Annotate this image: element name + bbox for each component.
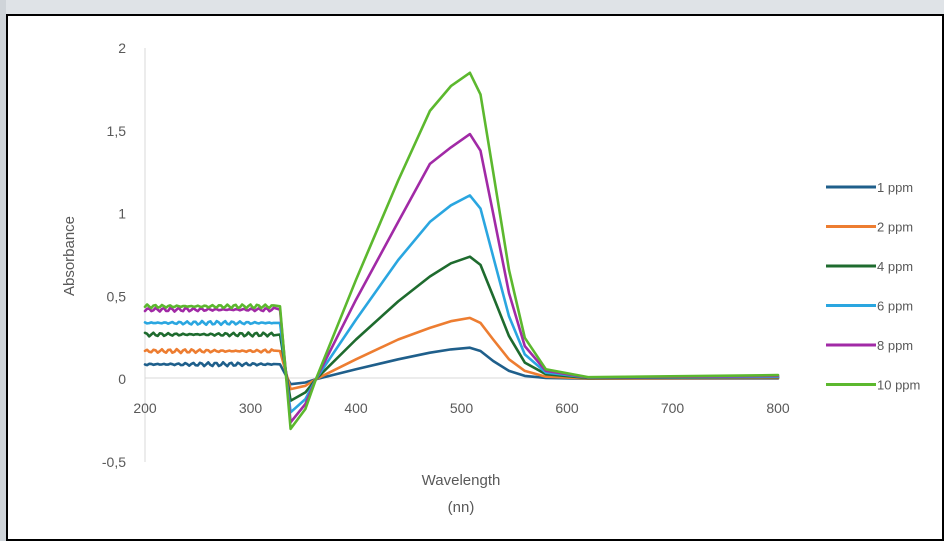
series-line-2-ppm — [143, 316, 780, 391]
y-tick-label: 2 — [118, 40, 126, 56]
y-tick-label: 0,5 — [107, 288, 127, 304]
legend-label: 1 ppm — [877, 180, 913, 195]
y-axis-title: Absorbance — [61, 216, 78, 296]
y-tick-label: 1,5 — [107, 123, 127, 139]
y-tick-label: -0,5 — [102, 454, 126, 470]
x-axis-title: Wavelength — [422, 472, 501, 489]
x-tick-label: 300 — [239, 400, 263, 416]
series-line-8-ppm — [143, 132, 780, 424]
legend-label: 8 ppm — [877, 338, 913, 353]
y-tick-label: 1 — [118, 206, 126, 222]
x-axis-unit: (nn) — [448, 499, 475, 516]
y-tick-label: 0 — [118, 371, 126, 387]
legend-label: 10 ppm — [877, 378, 920, 393]
series-line-6-ppm — [143, 194, 780, 414]
legend: 1 ppm 2 ppm 4 ppm 6 ppm 8 ppm 10 ppm — [826, 180, 920, 393]
y-tick-labels: 2 1,5 1 0,5 0 -0,5 — [102, 40, 126, 470]
series-line-1-ppm — [143, 346, 780, 386]
series-line-4-ppm — [143, 255, 780, 402]
x-tick-label: 700 — [661, 400, 685, 416]
x-tick-label: 400 — [344, 400, 368, 416]
absorbance-chart: 2 1,5 1 0,5 0 -0,5 200 300 400 500 600 700 800 Abso… — [61, 40, 920, 516]
series-lines — [143, 71, 780, 431]
background-strip — [0, 0, 6, 541]
series-line-10-ppm — [143, 71, 780, 431]
x-tick-label: 600 — [555, 400, 579, 416]
x-tick-label: 500 — [450, 400, 474, 416]
x-tick-labels: 200 300 400 500 600 700 800 — [133, 400, 790, 416]
x-tick-label: 200 — [133, 400, 157, 416]
legend-label: 4 ppm — [877, 259, 913, 274]
legend-label: 6 ppm — [877, 299, 913, 314]
chart-frame: 2 1,5 1 0,5 0 -0,5 200 300 400 500 600 700 800 Abso… — [6, 14, 944, 541]
x-tick-label: 800 — [766, 400, 790, 416]
legend-label: 2 ppm — [877, 220, 913, 235]
